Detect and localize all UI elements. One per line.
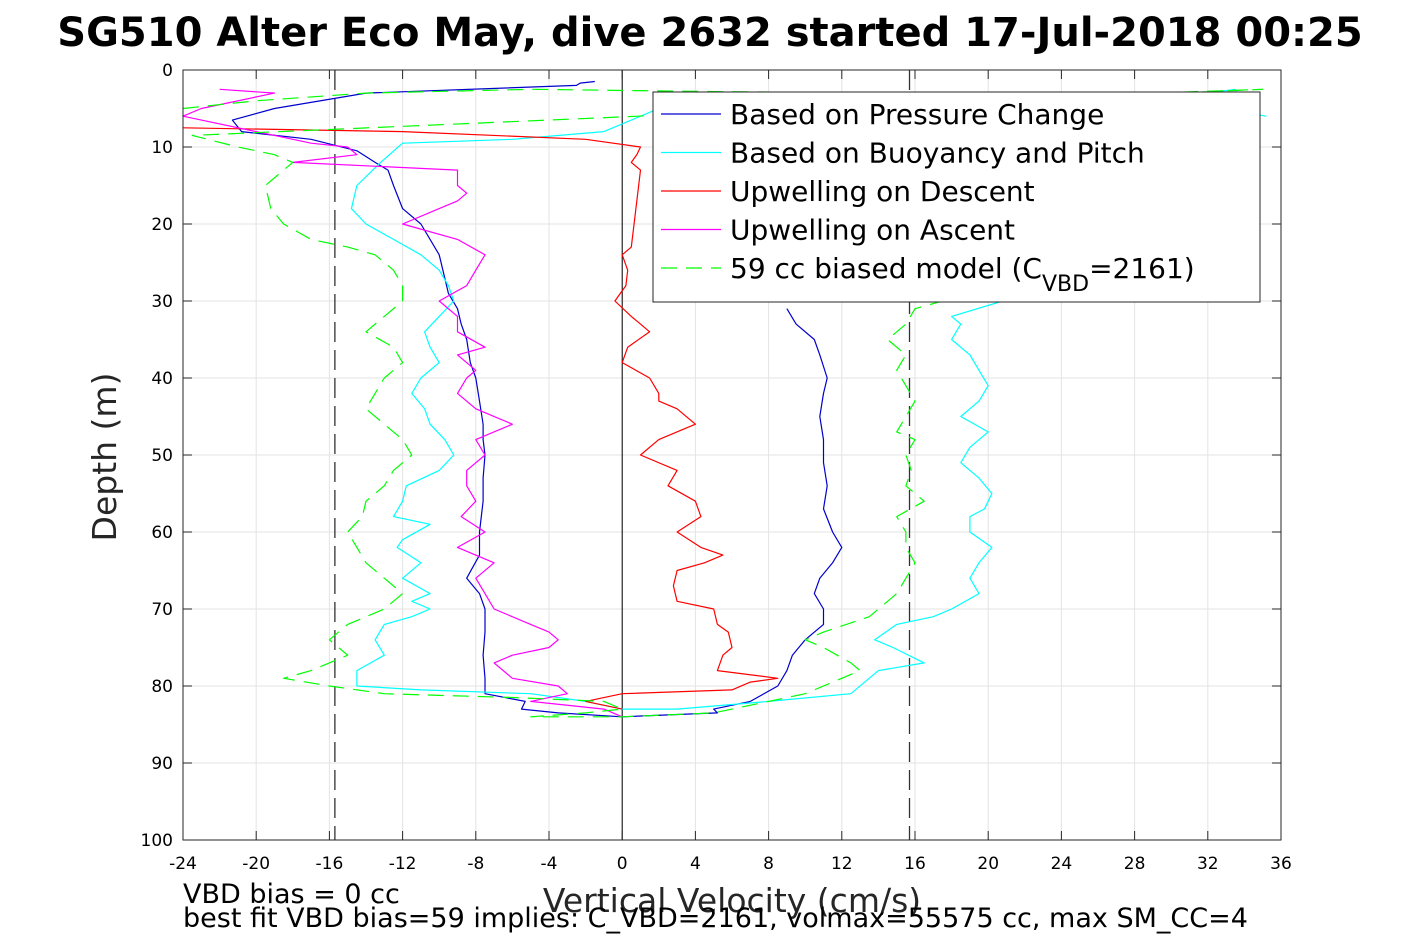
x-tick-label: 36 (1270, 854, 1292, 874)
x-tick-label: 4 (690, 854, 701, 874)
x-tick-label: 20 (977, 854, 999, 874)
x-tick-label: 8 (763, 854, 774, 874)
y-axis-label: Depth (m) (85, 373, 124, 542)
y-tick-label: 20 (151, 215, 173, 235)
x-tick-label: -4 (541, 854, 558, 874)
x-tick-label: -12 (389, 854, 417, 874)
series-line-1 (231, 80, 843, 718)
series-line-3 (182, 127, 779, 710)
best-fit-text: best fit VBD bias=59 implies: C_VBD=2161… (183, 903, 1248, 934)
y-tick-label: 70 (151, 600, 173, 620)
y-tick-label: 50 (151, 446, 173, 466)
x-tick-label: 24 (1051, 854, 1073, 874)
y-tick-label: 0 (162, 61, 173, 81)
legend: Based on Pressure Change Based on Buoyanc… (652, 91, 1261, 303)
legend-label: Based on Pressure Change (730, 98, 1104, 131)
series-line-2 (350, 88, 1267, 710)
series-line-5 (182, 88, 1264, 718)
x-tick-label: 0 (617, 854, 628, 874)
x-tick-label: -16 (316, 854, 344, 874)
series-layer (182, 80, 1267, 718)
x-tick-label: 12 (831, 854, 853, 874)
x-tick-label: 16 (904, 854, 926, 874)
legend-box (652, 91, 1261, 303)
series-line-4 (182, 88, 623, 718)
x-tick-label: 28 (1124, 854, 1146, 874)
x-tick-label: 32 (1197, 854, 1219, 874)
y-tick-label: 40 (151, 369, 173, 389)
x-tick-label: -20 (242, 854, 270, 874)
y-tick-label: 100 (141, 831, 173, 851)
x-tick-label: -24 (169, 854, 197, 874)
legend-label: Based on Buoyancy and Pitch (730, 137, 1145, 170)
y-axis-ticks: 0 10 20 30 40 50 60 70 80 90 100 (141, 61, 1281, 851)
legend-label: Upwelling on Descent (730, 175, 1035, 208)
legend-label: 59 cc biased model (CVBD=2161) (730, 252, 1195, 297)
x-axis-ticks: -24 -20 -16 -12 -8 -4 0 4 8 12 16 20 24 28 32 36 (169, 70, 1292, 874)
y-tick-label: 90 (151, 754, 173, 774)
y-tick-label: 10 (151, 138, 173, 158)
chart-title: SG510 Alter Eco May, dive 2632 started 1… (57, 10, 1362, 56)
y-tick-label: 30 (151, 292, 173, 312)
vbd-bias-text: VBD bias = 0 cc (183, 879, 400, 910)
y-tick-label: 60 (151, 523, 173, 543)
legend-label: Upwelling on Ascent (730, 214, 1015, 247)
x-axis-label: Vertical Velocity (cm/s) (543, 881, 921, 920)
y-tick-label: 80 (151, 677, 173, 697)
x-tick-label: -8 (467, 854, 484, 874)
